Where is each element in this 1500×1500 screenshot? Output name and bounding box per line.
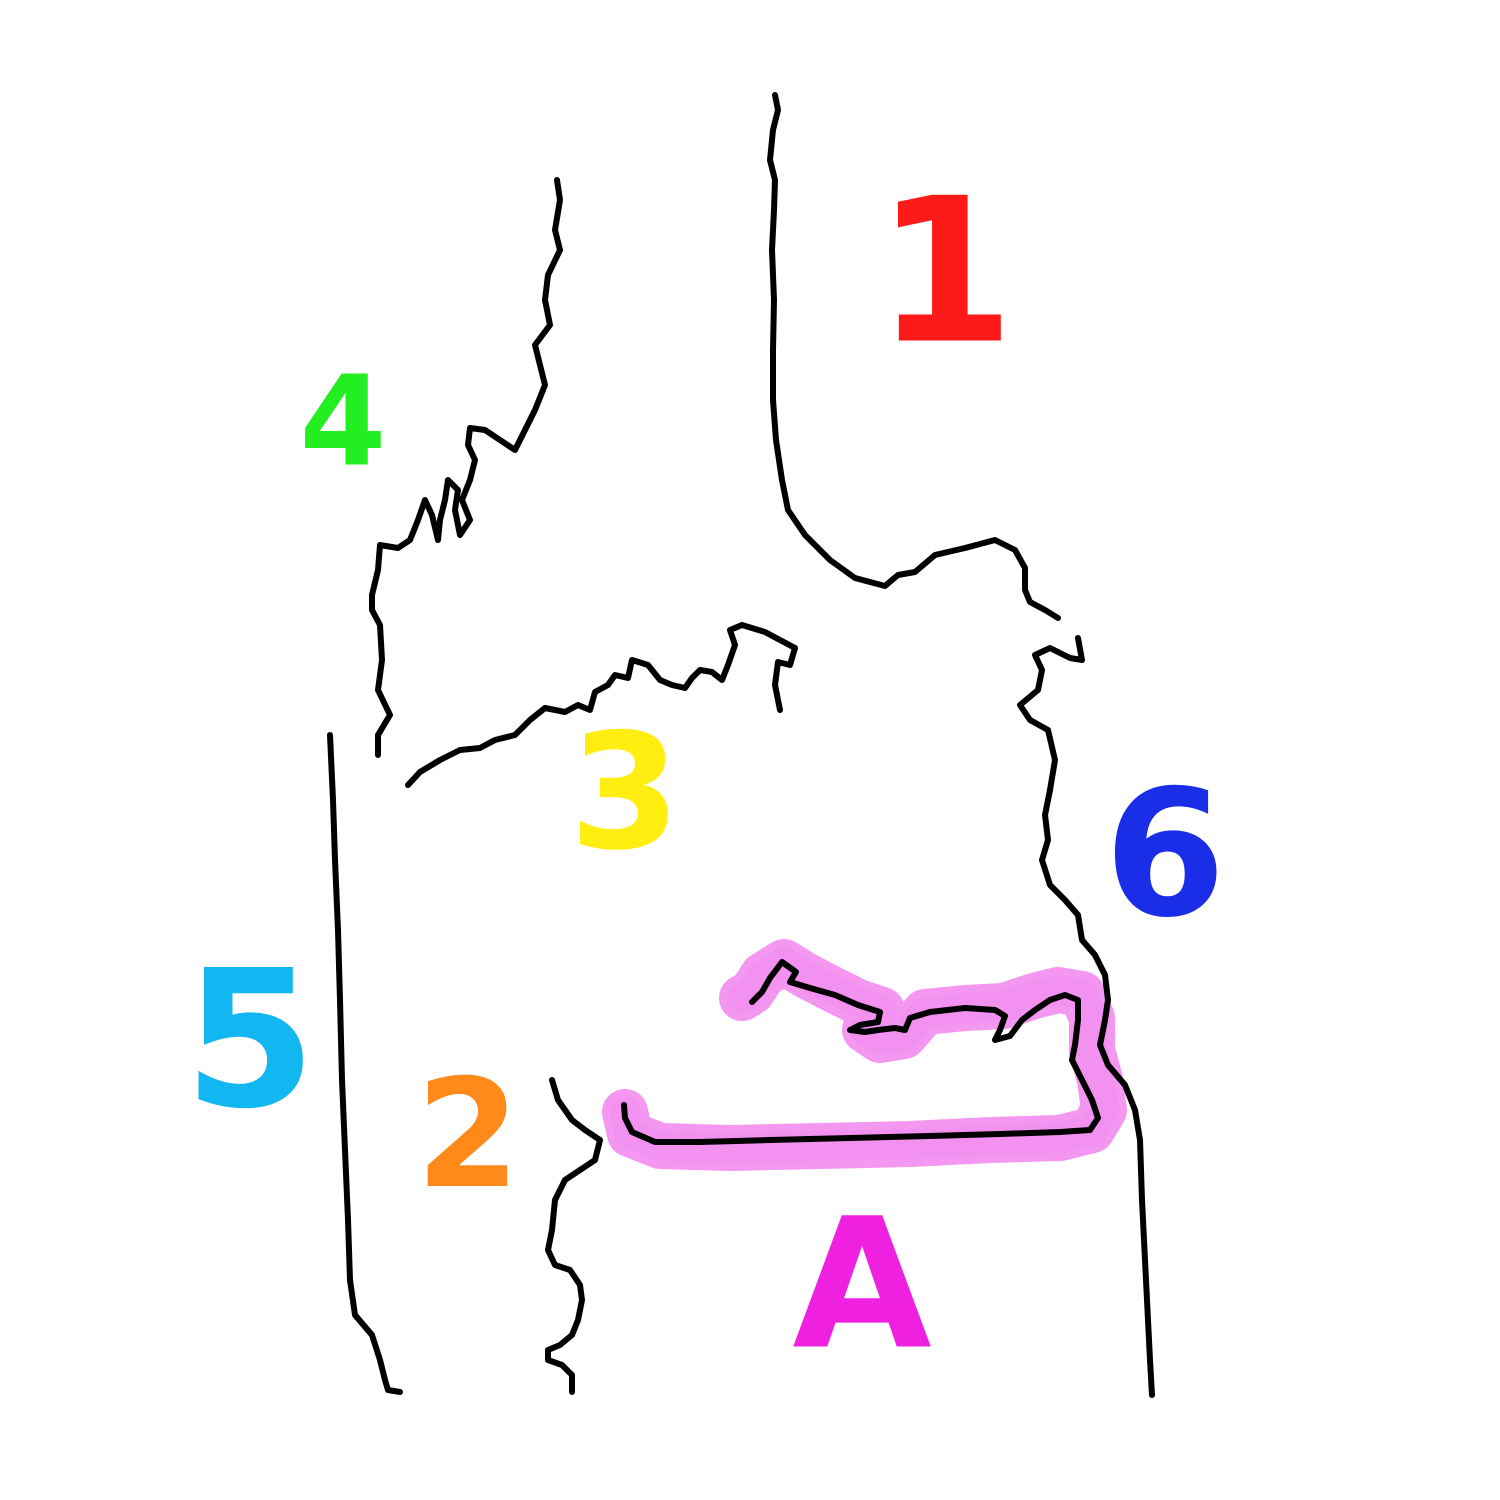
region-labels: 1 2 3 4 5 6 A (184, 156, 1226, 1390)
region-label-a: A (792, 1181, 931, 1390)
boundary-lines (327, 92, 1155, 1398)
region-label-4: 4 (300, 350, 387, 495)
boundary-2-a (545, 1077, 603, 1395)
boundary-3-top (405, 622, 798, 788)
highlight-a (602, 939, 1127, 1171)
highlight-a-core-stroke (610, 947, 1119, 1163)
region-label-6: 6 (1104, 754, 1226, 957)
region-label-2: 2 (416, 1048, 520, 1222)
region-label-1: 1 (875, 156, 1014, 389)
boundary-4-3 (369, 177, 563, 758)
region-label-3: 3 (569, 699, 680, 886)
boundary-1-left (767, 92, 1061, 621)
boundary-3-6 (1017, 635, 1155, 1398)
boundary-a-upper (749, 959, 1101, 1133)
boundary-a-lower (621, 1102, 1093, 1145)
region-label-5: 5 (184, 930, 316, 1151)
boundary-5-right (327, 732, 403, 1395)
